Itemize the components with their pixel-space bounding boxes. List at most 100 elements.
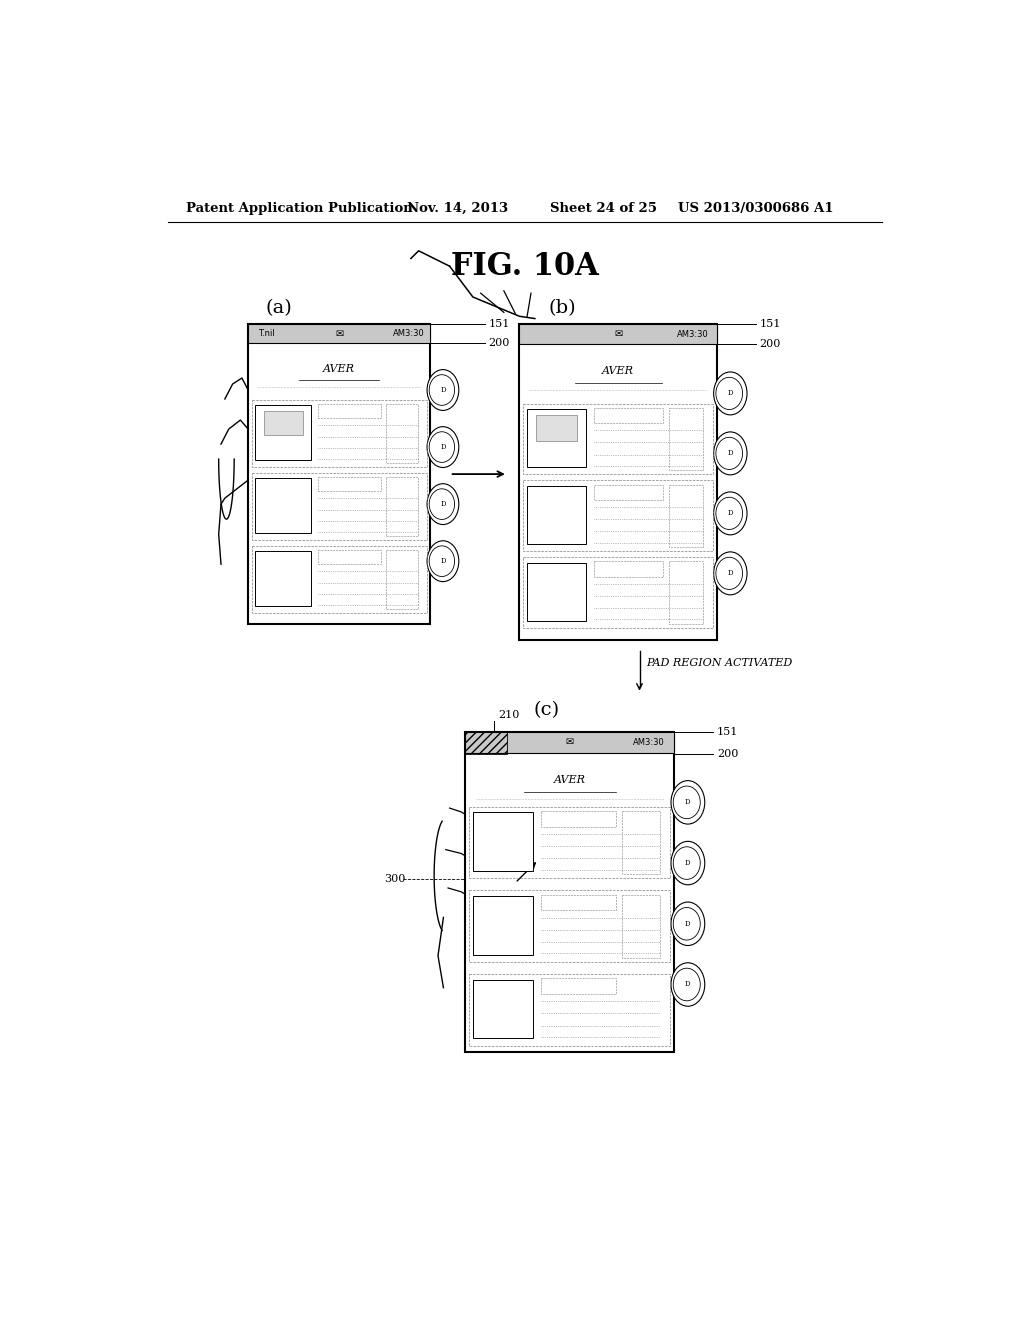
- Bar: [386, 404, 418, 463]
- Text: 200: 200: [760, 339, 781, 350]
- Ellipse shape: [673, 907, 700, 940]
- Bar: [318, 477, 381, 491]
- Text: D: D: [685, 981, 690, 989]
- Text: D: D: [728, 569, 733, 577]
- Text: AVER: AVER: [602, 366, 634, 376]
- Bar: [669, 408, 703, 470]
- Text: D: D: [685, 920, 690, 928]
- Ellipse shape: [427, 370, 459, 411]
- Text: 151: 151: [488, 319, 510, 329]
- Text: US 2013/0300686 A1: US 2013/0300686 A1: [678, 202, 834, 215]
- Text: D: D: [440, 444, 445, 451]
- Ellipse shape: [427, 541, 459, 582]
- Bar: [255, 550, 311, 606]
- Text: ✉: ✉: [565, 738, 573, 747]
- Ellipse shape: [429, 546, 455, 577]
- Text: (b): (b): [548, 300, 575, 318]
- Bar: [536, 414, 577, 441]
- Bar: [248, 323, 430, 624]
- Bar: [465, 733, 507, 755]
- Text: T.nil: T.nil: [258, 329, 274, 338]
- Text: D: D: [728, 449, 733, 458]
- Bar: [473, 979, 532, 1039]
- Ellipse shape: [716, 498, 742, 529]
- Ellipse shape: [716, 378, 742, 409]
- Text: Patent Application Publication: Patent Application Publication: [186, 202, 413, 215]
- Ellipse shape: [673, 968, 700, 1001]
- Ellipse shape: [673, 785, 700, 818]
- Ellipse shape: [427, 483, 459, 524]
- Bar: [527, 409, 586, 467]
- Bar: [318, 404, 381, 418]
- Bar: [473, 896, 532, 954]
- Text: D: D: [440, 385, 445, 393]
- Bar: [519, 323, 717, 640]
- Ellipse shape: [714, 372, 748, 414]
- Ellipse shape: [716, 437, 742, 470]
- Text: 151: 151: [760, 319, 781, 329]
- Text: ✉: ✉: [335, 329, 343, 339]
- Bar: [523, 557, 713, 628]
- Text: D: D: [685, 859, 690, 867]
- Text: Sheet 24 of 25: Sheet 24 of 25: [550, 202, 657, 215]
- Bar: [465, 733, 675, 752]
- Bar: [264, 411, 303, 436]
- Text: 200: 200: [717, 750, 738, 759]
- Bar: [523, 480, 713, 550]
- Ellipse shape: [671, 841, 705, 884]
- Bar: [623, 895, 659, 958]
- Text: AM3:30: AM3:30: [392, 329, 424, 338]
- Bar: [469, 807, 670, 878]
- Bar: [669, 484, 703, 546]
- Bar: [473, 812, 532, 871]
- Ellipse shape: [429, 375, 455, 405]
- Text: AVER: AVER: [324, 364, 355, 374]
- Ellipse shape: [714, 492, 748, 535]
- Ellipse shape: [716, 557, 742, 590]
- Bar: [318, 549, 381, 565]
- Bar: [669, 561, 703, 623]
- Bar: [252, 473, 427, 540]
- Text: 200: 200: [488, 338, 510, 348]
- Bar: [541, 978, 616, 994]
- Bar: [465, 733, 675, 1052]
- Bar: [623, 810, 659, 874]
- Text: D: D: [728, 389, 733, 397]
- Text: 151: 151: [717, 727, 738, 737]
- Text: AM3:30: AM3:30: [634, 738, 666, 747]
- Bar: [594, 484, 663, 500]
- Text: D: D: [728, 510, 733, 517]
- Ellipse shape: [714, 432, 748, 475]
- Bar: [248, 323, 430, 343]
- Bar: [594, 408, 663, 424]
- Bar: [527, 562, 586, 620]
- Bar: [255, 405, 311, 461]
- Text: D: D: [440, 500, 445, 508]
- Text: D: D: [685, 799, 690, 807]
- Bar: [255, 478, 311, 533]
- Ellipse shape: [671, 962, 705, 1006]
- Ellipse shape: [671, 902, 705, 945]
- Ellipse shape: [714, 552, 748, 595]
- Text: Nov. 14, 2013: Nov. 14, 2013: [407, 202, 508, 215]
- Bar: [386, 549, 418, 609]
- Bar: [252, 545, 427, 612]
- Text: AM3:30: AM3:30: [678, 330, 710, 339]
- Text: FIG. 10A: FIG. 10A: [451, 251, 599, 281]
- Text: ✉: ✉: [614, 329, 623, 339]
- Bar: [252, 400, 427, 467]
- Text: 210: 210: [499, 710, 520, 721]
- Ellipse shape: [673, 846, 700, 879]
- Text: 300: 300: [384, 874, 406, 884]
- Text: (c): (c): [534, 701, 559, 719]
- Ellipse shape: [671, 780, 705, 824]
- Bar: [469, 974, 670, 1045]
- Bar: [541, 810, 616, 826]
- Ellipse shape: [429, 432, 455, 462]
- Ellipse shape: [429, 488, 455, 520]
- Text: AVER: AVER: [554, 775, 586, 784]
- Bar: [519, 323, 717, 345]
- Bar: [594, 561, 663, 577]
- Text: D: D: [440, 557, 445, 565]
- Text: (a): (a): [266, 300, 293, 318]
